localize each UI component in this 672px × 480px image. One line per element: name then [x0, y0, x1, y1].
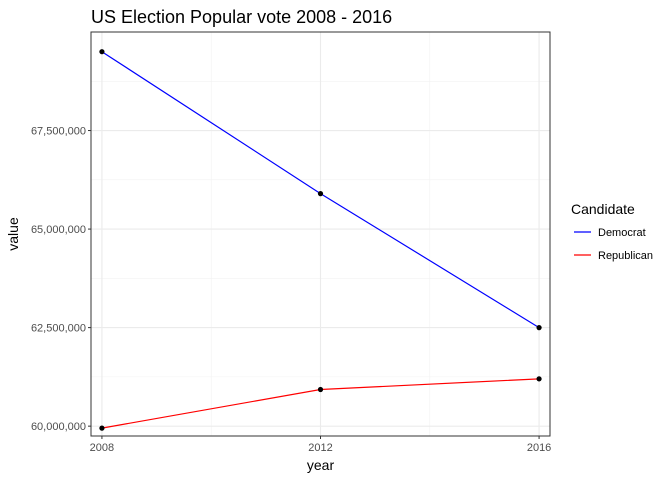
chart-title: US Election Popular vote 2008 - 2016	[91, 7, 392, 27]
y-axis-title: value	[5, 217, 21, 251]
y-tick-label: 62,500,000	[31, 323, 86, 335]
legend-label-republican: Republican	[598, 250, 653, 262]
legend-title: Candidate	[571, 201, 635, 217]
y-tick-label: 60,000,000	[31, 421, 86, 433]
data-point-democrat	[317, 191, 324, 197]
data-point-republican	[317, 386, 324, 393]
x-tick-label: 2008	[90, 442, 114, 454]
y-tick-label: 67,500,000	[31, 126, 86, 138]
data-point-republican	[536, 376, 542, 382]
legend-label-democrat: Democrat	[598, 227, 646, 239]
data-point-democrat	[536, 325, 542, 331]
x-tick-label: 2012	[308, 442, 332, 454]
y-tick-label: 65,000,000	[31, 224, 86, 236]
data-point-democrat	[99, 49, 105, 55]
legend: Candidate Democrat Republican	[571, 201, 653, 262]
y-axis: 60,000,000 62,500,000 65,000,000 67,500,000	[31, 126, 91, 433]
grid-major	[91, 32, 550, 436]
legend-items: Democrat Republican	[574, 227, 653, 262]
x-axis-title: year	[307, 457, 335, 473]
x-axis: 2008 2012 2016	[90, 436, 551, 454]
x-tick-label: 2016	[527, 442, 551, 454]
series-points	[99, 49, 542, 431]
data-point-republican	[99, 425, 105, 431]
